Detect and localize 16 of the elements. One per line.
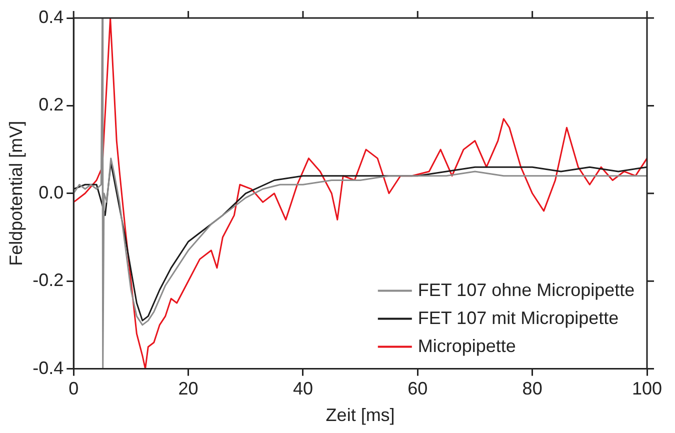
legend-label: FET 107 mit Micropipette	[418, 308, 619, 328]
y-tick-label: 0.0	[38, 182, 64, 202]
x-axis-title: Zeit [ms]	[326, 405, 395, 426]
x-tick-label: 60	[408, 378, 428, 399]
y-axis-title: Feldpotential [mV]	[6, 120, 26, 266]
y-tick-label: 0.4	[38, 6, 64, 27]
x-tick-label: 80	[522, 378, 542, 399]
x-tick-label: 40	[292, 378, 313, 399]
y-tick-label: -0.2	[32, 270, 64, 290]
x-tick-label: 0	[68, 378, 79, 399]
x-tick-label: 20	[178, 378, 198, 399]
y-tick-label: 0.2	[38, 94, 64, 115]
legend-label: Micropipette	[418, 336, 516, 356]
x-tick-label: 100	[632, 378, 662, 399]
legend-label: FET 107 ohne Micropipette	[418, 280, 635, 300]
y-tick-label: -0.4	[32, 358, 64, 378]
